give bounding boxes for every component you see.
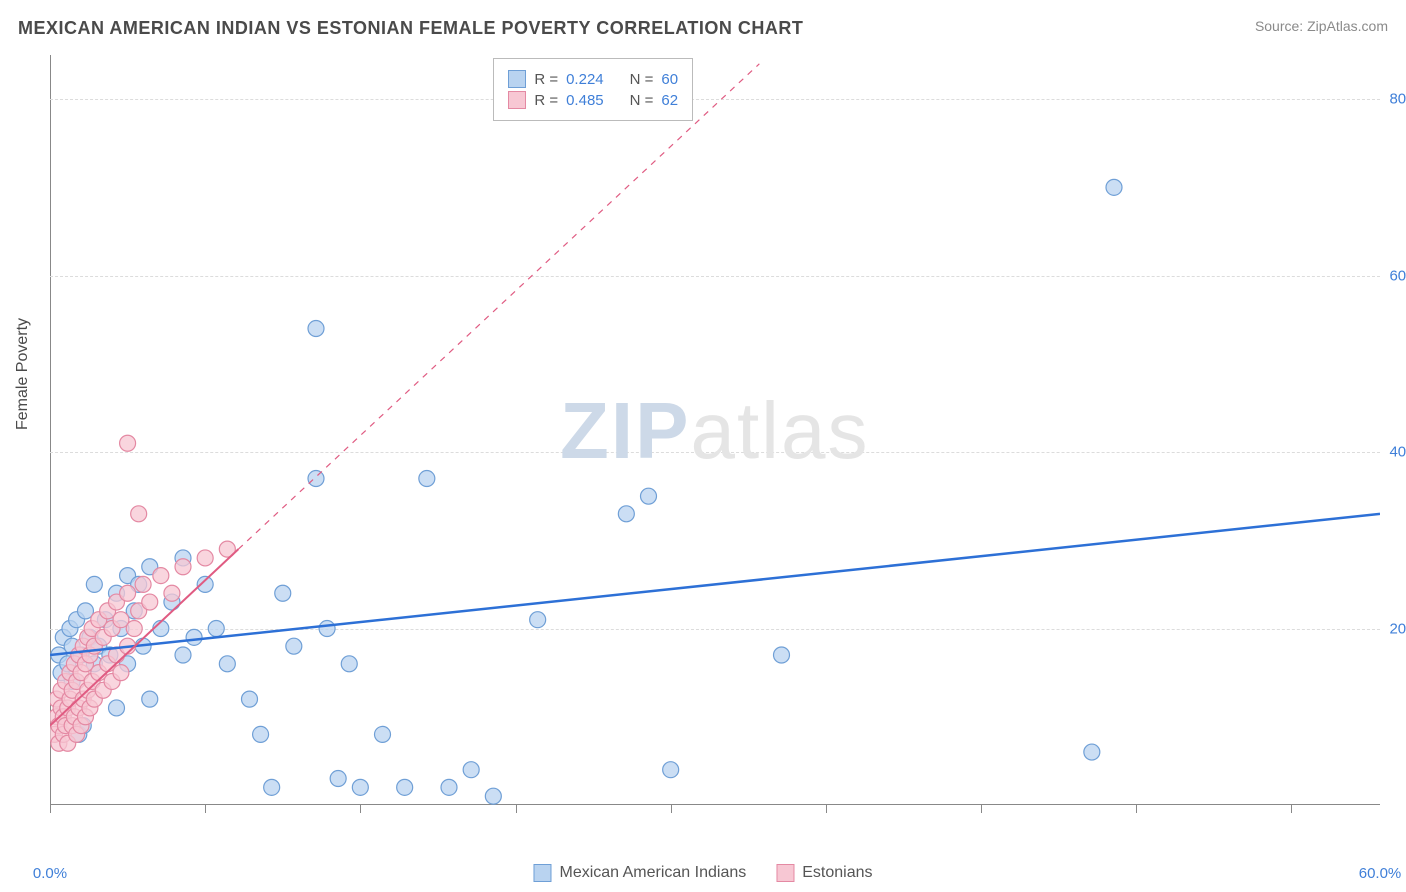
scatter-point	[375, 726, 391, 742]
scatter-point	[397, 779, 413, 795]
scatter-point	[530, 612, 546, 628]
x-tick	[205, 805, 206, 813]
scatter-point	[618, 506, 634, 522]
scatter-point	[352, 779, 368, 795]
stats-r-value: 0.485	[566, 92, 604, 109]
scatter-point	[86, 576, 102, 592]
scatter-point	[120, 435, 136, 451]
legend-label: Estonians	[802, 864, 872, 882]
stats-r-label: R =	[534, 92, 558, 109]
scatter-point	[175, 647, 191, 663]
scatter-point	[663, 762, 679, 778]
scatter-point	[641, 488, 657, 504]
x-tick	[516, 805, 517, 813]
scatter-point	[175, 559, 191, 575]
x-tick-label: 0.0%	[33, 865, 67, 882]
scatter-point	[1106, 179, 1122, 195]
y-axis-title: Female Poverty	[14, 318, 32, 430]
legend-swatch	[508, 70, 526, 88]
stats-n-value: 62	[661, 92, 678, 109]
scatter-point	[774, 647, 790, 663]
legend-bottom: Mexican American Indians Estonians	[533, 864, 872, 882]
legend-swatch	[533, 864, 551, 882]
y-tick-label: 20.0%	[1389, 620, 1406, 637]
stats-row: R = 0.224 N = 60	[508, 70, 678, 88]
stats-n-label: N =	[630, 92, 654, 109]
scatter-point	[197, 550, 213, 566]
scatter-point	[485, 788, 501, 804]
chart-header: MEXICAN AMERICAN INDIAN VS ESTONIAN FEMA…	[18, 18, 1388, 39]
chart-title: MEXICAN AMERICAN INDIAN VS ESTONIAN FEMA…	[18, 18, 803, 39]
scatter-point	[308, 471, 324, 487]
scatter-point	[142, 594, 158, 610]
y-tick-label: 40.0%	[1389, 444, 1406, 461]
scatter-point	[109, 700, 125, 716]
x-tick	[1136, 805, 1137, 813]
x-tick	[360, 805, 361, 813]
scatter-point	[330, 771, 346, 787]
x-tick	[1291, 805, 1292, 813]
legend-item: Mexican American Indians	[533, 864, 746, 882]
scatter-point	[341, 656, 357, 672]
stats-n-value: 60	[661, 71, 678, 88]
scatter-point	[186, 629, 202, 645]
scatter-point	[319, 621, 335, 637]
y-tick-label: 60.0%	[1389, 267, 1406, 284]
chart-svg	[50, 55, 1380, 805]
legend-swatch	[508, 91, 526, 109]
stats-box: R = 0.224 N = 60 R = 0.485 N = 62	[493, 58, 693, 121]
scatter-point	[419, 471, 435, 487]
scatter-point	[1084, 744, 1100, 760]
x-tick-label: 60.0%	[1359, 865, 1402, 882]
scatter-point	[142, 691, 158, 707]
stats-r-label: R =	[534, 71, 558, 88]
scatter-point	[131, 506, 147, 522]
scatter-point	[135, 576, 151, 592]
stats-n-label: N =	[630, 71, 654, 88]
scatter-point	[120, 585, 136, 601]
scatter-point	[441, 779, 457, 795]
stats-row: R = 0.485 N = 62	[508, 91, 678, 109]
y-tick-label: 80.0%	[1389, 91, 1406, 108]
chart-source: Source: ZipAtlas.com	[1255, 18, 1388, 34]
scatter-point	[208, 621, 224, 637]
scatter-point	[113, 665, 129, 681]
legend-item: Estonians	[776, 864, 872, 882]
scatter-point	[219, 656, 235, 672]
trend-line	[50, 514, 1380, 655]
x-tick	[981, 805, 982, 813]
legend-swatch	[776, 864, 794, 882]
x-tick	[826, 805, 827, 813]
stats-r-value: 0.224	[566, 71, 604, 88]
scatter-point	[164, 585, 180, 601]
scatter-point	[308, 321, 324, 337]
x-tick	[671, 805, 672, 813]
x-tick	[50, 805, 51, 813]
scatter-point	[286, 638, 302, 654]
scatter-point	[264, 779, 280, 795]
scatter-point	[275, 585, 291, 601]
scatter-point	[242, 691, 258, 707]
scatter-point	[126, 621, 142, 637]
scatter-point	[253, 726, 269, 742]
scatter-point	[153, 568, 169, 584]
legend-label: Mexican American Indians	[559, 864, 746, 882]
scatter-point	[463, 762, 479, 778]
plot-area: ZIPatlas 20.0%40.0%60.0%80.0%	[50, 55, 1380, 805]
